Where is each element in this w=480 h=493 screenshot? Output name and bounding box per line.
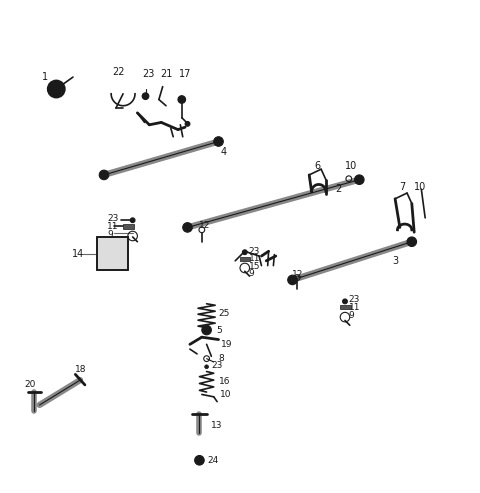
Text: 17: 17: [179, 69, 192, 79]
Text: 12: 12: [199, 220, 210, 230]
Bar: [340, 305, 351, 310]
Text: 5: 5: [216, 325, 222, 335]
Text: 23: 23: [211, 361, 223, 370]
Bar: [123, 224, 133, 229]
Circle shape: [355, 175, 364, 184]
Circle shape: [195, 456, 204, 465]
Bar: [97, 237, 128, 270]
Text: 11: 11: [349, 303, 360, 312]
Text: 21: 21: [160, 69, 172, 79]
Circle shape: [214, 137, 223, 146]
Circle shape: [288, 275, 297, 284]
Circle shape: [142, 93, 149, 100]
Text: 11: 11: [249, 254, 260, 263]
Text: 23: 23: [349, 295, 360, 305]
Text: 19: 19: [221, 340, 232, 349]
Text: 10: 10: [414, 182, 426, 192]
Text: 13: 13: [211, 421, 223, 430]
Text: 15: 15: [249, 262, 260, 271]
Text: 16: 16: [218, 377, 230, 386]
Text: 10: 10: [220, 390, 231, 399]
Circle shape: [407, 237, 417, 246]
Text: 23: 23: [143, 69, 155, 79]
Circle shape: [204, 365, 208, 369]
Text: 1: 1: [42, 72, 48, 82]
Text: 3: 3: [393, 256, 399, 266]
Text: 7: 7: [399, 182, 405, 192]
Text: 9: 9: [349, 311, 355, 320]
Text: 14: 14: [72, 248, 84, 259]
Text: 4: 4: [221, 147, 227, 157]
Circle shape: [178, 96, 186, 104]
Circle shape: [202, 325, 211, 335]
Text: 9: 9: [249, 269, 254, 278]
Text: 9: 9: [108, 230, 113, 239]
Text: 11: 11: [108, 222, 119, 231]
Bar: [97, 237, 128, 270]
Circle shape: [185, 121, 190, 126]
Circle shape: [99, 170, 109, 179]
Circle shape: [242, 250, 247, 254]
Text: 23: 23: [249, 247, 260, 256]
Text: 8: 8: [218, 354, 224, 363]
Text: 10: 10: [345, 161, 357, 172]
Text: 23: 23: [108, 214, 119, 223]
Text: 6: 6: [314, 161, 320, 172]
Bar: [240, 256, 251, 261]
Circle shape: [343, 299, 348, 304]
Text: 25: 25: [218, 309, 230, 318]
Text: 22: 22: [112, 68, 125, 77]
Text: 2: 2: [336, 184, 342, 194]
Text: 18: 18: [75, 365, 87, 374]
Circle shape: [130, 218, 135, 223]
Circle shape: [183, 223, 192, 232]
Text: 20: 20: [24, 381, 36, 389]
Text: 24: 24: [207, 456, 219, 465]
Text: 12: 12: [291, 270, 303, 279]
Circle shape: [48, 80, 65, 98]
